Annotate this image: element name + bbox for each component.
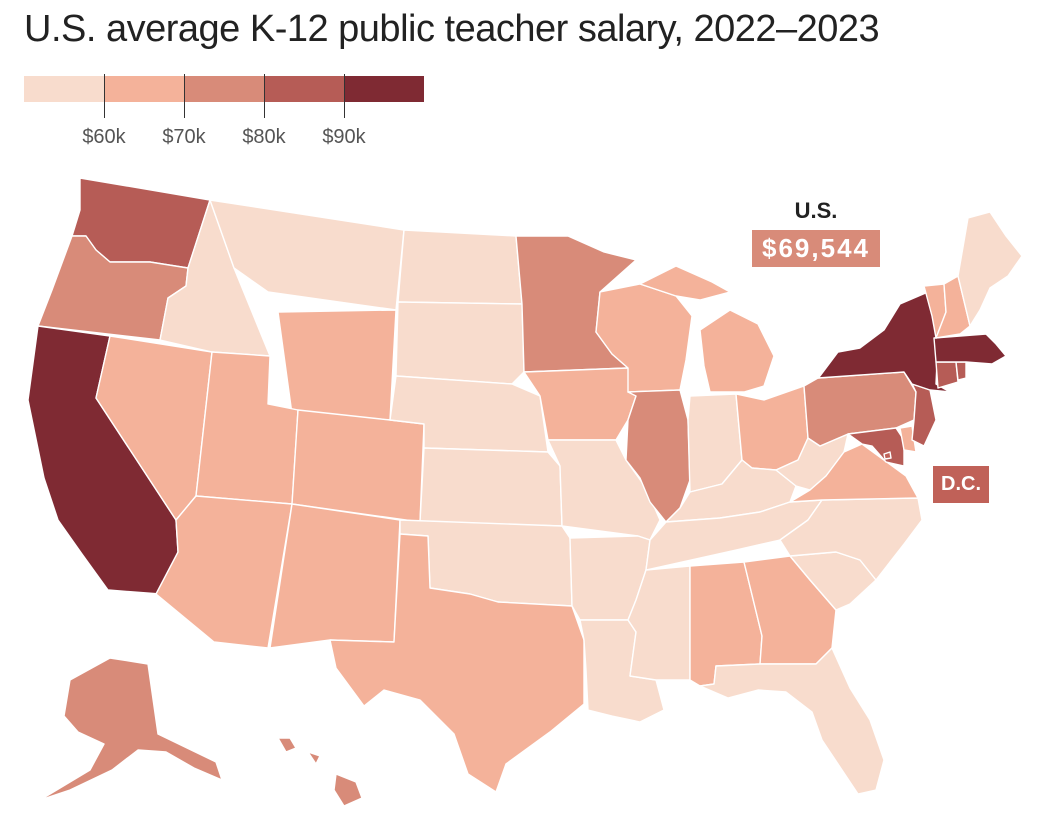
plains-region <box>329 229 665 793</box>
state-district-of-columbia[interactable] <box>883 451 892 460</box>
color-legend: $60k $70k $80k $90k <box>24 74 434 154</box>
legend-tick <box>344 74 345 118</box>
state-virginia[interactable] <box>789 443 919 503</box>
state-idaho[interactable] <box>159 199 271 357</box>
us-average-value: $69,544 <box>752 230 880 267</box>
state-hawaii[interactable] <box>277 737 363 807</box>
state-texas[interactable] <box>329 533 585 793</box>
legend-bin-1 <box>24 76 104 102</box>
legend-tick-label: $60k <box>82 126 126 148</box>
legend-swatches <box>24 76 424 102</box>
south-region <box>627 443 923 795</box>
state-north-carolina[interactable] <box>779 497 923 581</box>
legend-tick <box>184 74 185 118</box>
legend-tick <box>264 74 265 118</box>
northeast-region <box>803 211 1023 467</box>
legend-tick-label: $90k <box>322 126 366 148</box>
west-region <box>27 177 425 807</box>
state-michigan[interactable] <box>639 265 775 393</box>
state-massachusetts[interactable] <box>933 333 1007 365</box>
legend-tick-label: $80k <box>242 126 286 148</box>
state-kansas[interactable] <box>419 447 563 527</box>
state-north-dakota[interactable] <box>397 229 523 305</box>
state-west-virginia[interactable] <box>775 433 849 491</box>
legend-tick-label: $70k <box>162 126 206 148</box>
state-arizona[interactable] <box>155 495 293 649</box>
midwest-region <box>595 265 849 571</box>
state-illinois[interactable] <box>625 389 691 523</box>
state-maine[interactable] <box>957 211 1023 327</box>
state-south-dakota[interactable] <box>395 301 525 385</box>
state-florida[interactable] <box>699 647 885 795</box>
state-delaware[interactable] <box>899 425 917 453</box>
state-wyoming[interactable] <box>277 309 397 421</box>
state-alaska[interactable] <box>39 657 223 801</box>
state-new-mexico[interactable] <box>269 503 401 649</box>
state-utah[interactable] <box>195 351 299 505</box>
state-missouri[interactable] <box>547 439 661 541</box>
state-ohio[interactable] <box>735 385 809 471</box>
us-average-label: U.S. <box>794 198 838 223</box>
legend-bin-4 <box>264 76 344 102</box>
legend-bin-3 <box>184 76 264 102</box>
state-rhode-island[interactable] <box>955 361 967 381</box>
dc-label: D.C. <box>933 466 989 503</box>
state-colorado[interactable] <box>291 409 425 523</box>
chart-title: U.S. average K-12 public teacher salary,… <box>24 8 880 50</box>
state-montana[interactable] <box>209 199 405 311</box>
legend-tick <box>104 74 105 118</box>
us-average-callout: U.S. $69,544 <box>742 198 890 267</box>
state-connecticut[interactable] <box>935 361 959 389</box>
legend-bin-2 <box>104 76 184 102</box>
legend-bin-5 <box>344 76 424 102</box>
state-new-jersey[interactable] <box>911 383 937 447</box>
